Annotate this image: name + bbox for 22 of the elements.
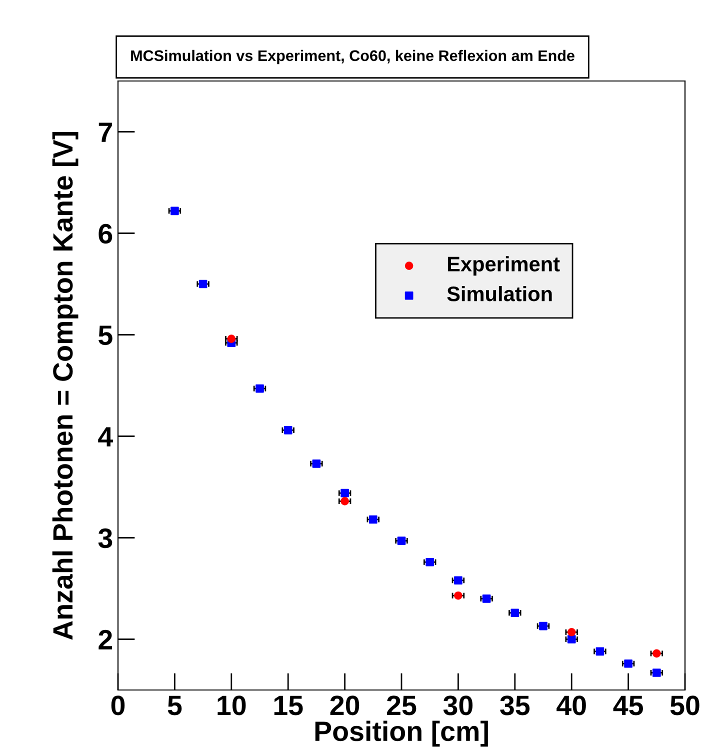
y-tick-label: 2	[98, 630, 112, 650]
x-tick-label: 45	[613, 696, 643, 716]
y-tick-label: 5	[98, 326, 112, 346]
x-tick-label: 5	[168, 696, 182, 716]
x-tick-label: 40	[556, 696, 586, 716]
y-tick-label: 7	[98, 122, 112, 142]
legend-label: Experiment	[448, 256, 560, 276]
y-tick-label: 6	[98, 224, 112, 244]
x-tick-label: 15	[274, 696, 303, 716]
x-tick-label: 20	[330, 696, 360, 716]
x-axis-title: Position [cm]	[315, 720, 488, 747]
y-tick-label: 3	[98, 528, 112, 548]
chart-title: MCSimulation vs Experiment, Co60, keine Reflexion am Ende	[131, 50, 574, 64]
x-tick-label: 30	[443, 696, 473, 716]
y-axis-title: Anzahl Photonen = Compton Kante [V]	[52, 132, 78, 640]
x-tick-label: 0	[111, 696, 125, 716]
y-tick-label: 4	[98, 427, 113, 446]
x-tick-label: 10	[218, 696, 246, 716]
x-tick-label: 35	[500, 696, 530, 716]
x-tick-label: 25	[387, 696, 416, 716]
legend-label: Simulation	[447, 286, 552, 302]
x-tick-label: 50	[670, 696, 700, 716]
